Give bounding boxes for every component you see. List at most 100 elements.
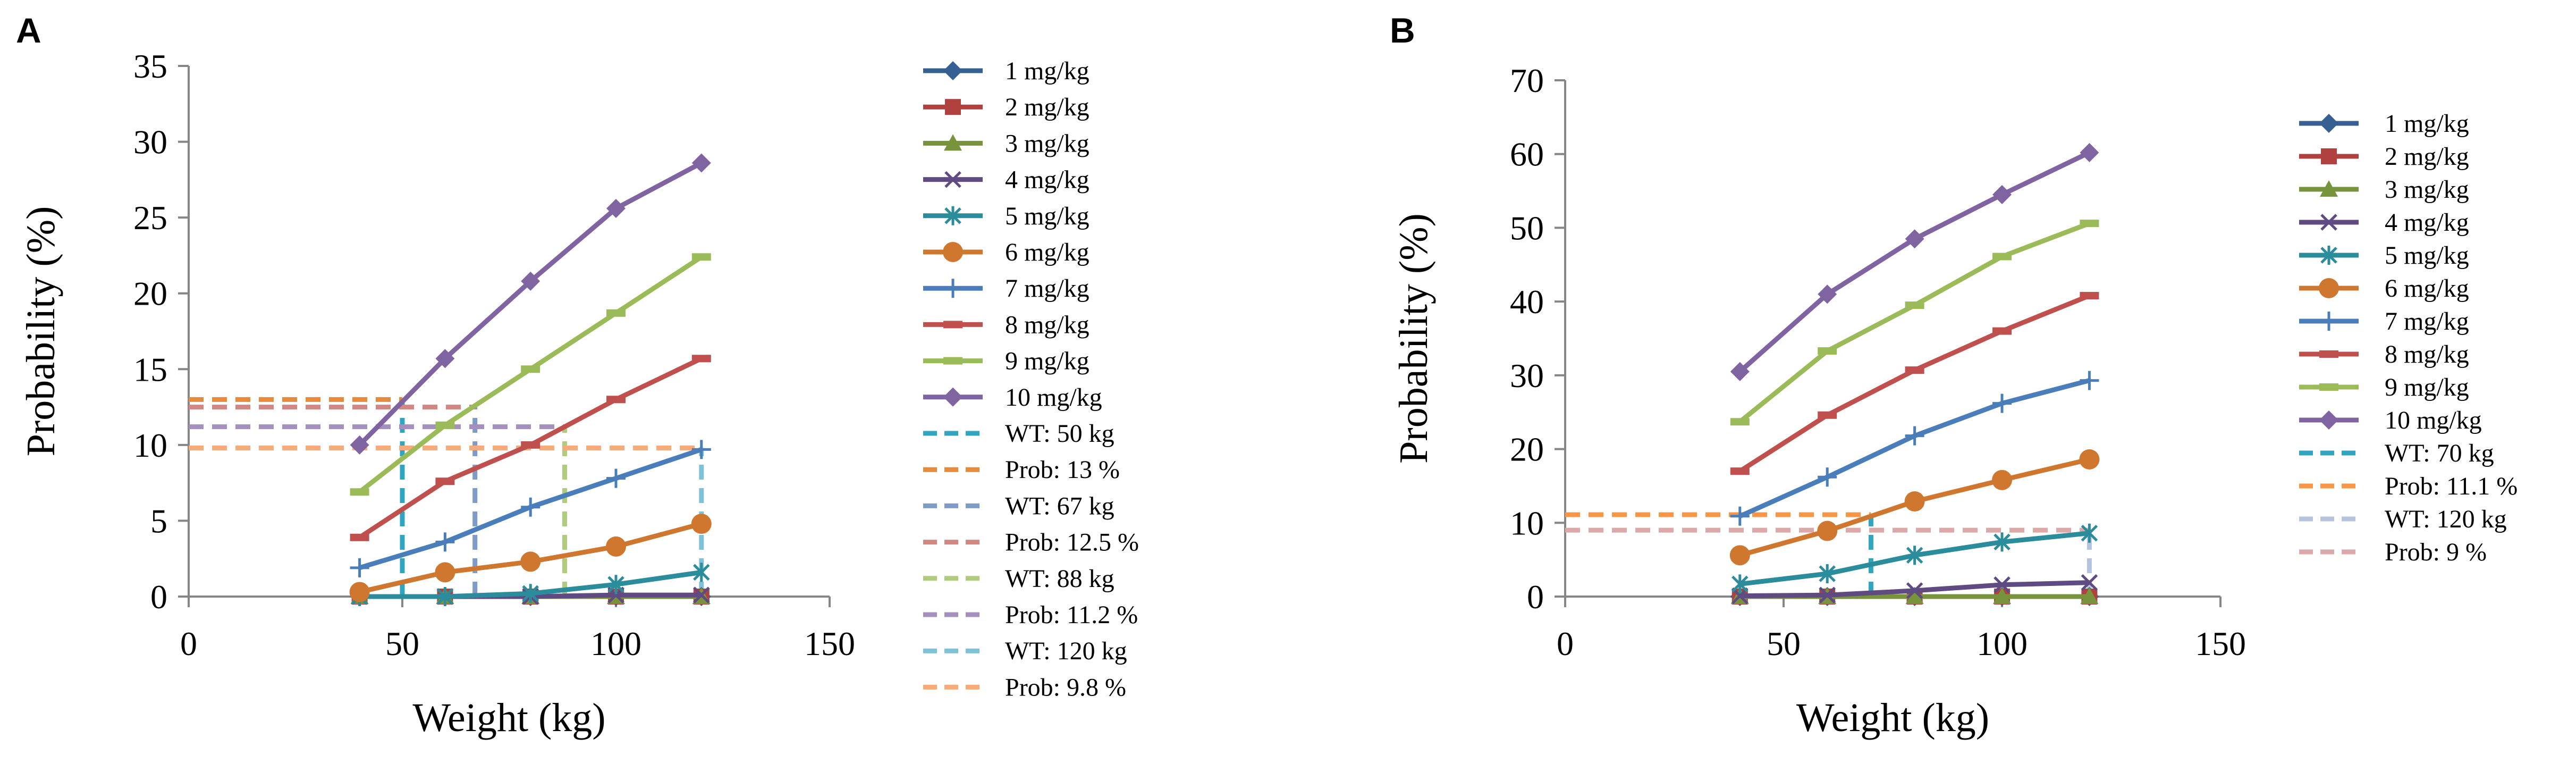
legend-item: 4 mg/kg <box>2299 208 2469 237</box>
data-point <box>607 575 624 594</box>
legend-item: 9 mg/kg <box>2299 373 2469 401</box>
legend-marker <box>2320 180 2338 197</box>
series-10-mg-kg <box>1730 142 2099 381</box>
data-point <box>349 582 370 602</box>
legend-marker <box>2320 214 2337 231</box>
data-point <box>1992 327 2012 335</box>
y-tick-label: 30 <box>1510 357 1544 395</box>
data-point <box>1818 347 1837 355</box>
data-point <box>1992 253 2012 261</box>
legend-item: WT: 120 kg <box>923 637 1127 665</box>
series-line <box>358 161 703 447</box>
series-line <box>358 255 703 494</box>
legend-marker <box>2319 410 2338 430</box>
legend-label: 7 mg/kg <box>2385 307 2469 336</box>
panel-b: B 0 10 20 30 40 50 60 70 0 50 100 150 Weight (kg) Pro… <box>1390 11 2518 740</box>
data-point <box>691 440 711 459</box>
legend-marker <box>2319 383 2338 391</box>
data-point <box>1819 586 1836 603</box>
series-5-mg-kg <box>1732 523 2098 594</box>
data-point <box>1818 411 1837 419</box>
data-point <box>1818 284 1837 304</box>
legend-item: 9 mg/kg <box>923 347 1089 375</box>
data-point <box>2081 523 2098 543</box>
data-point <box>1904 491 1925 512</box>
legend-label: Prob: 11.1 % <box>2385 472 2518 500</box>
legend-label: 3 mg/kg <box>2385 175 2469 204</box>
data-point <box>691 355 711 363</box>
legend-item: Prob: 9 % <box>2299 538 2487 566</box>
y-tick-label: 50 <box>1510 209 1544 247</box>
legend-item: 10 mg/kg <box>2299 406 2482 434</box>
legend-marker <box>2319 350 2338 358</box>
data-point <box>1992 469 2012 490</box>
y-tick-label: 35 <box>133 47 167 85</box>
legend-item: 7 mg/kg <box>923 274 1089 303</box>
legend-label: Prob: 9.8 % <box>1005 673 1126 701</box>
data-point <box>1994 532 2011 552</box>
data-point <box>1905 229 1924 249</box>
legend-marker <box>945 99 961 115</box>
legend-item: 5 mg/kg <box>923 202 1089 230</box>
legend-item: Prob: 13 % <box>923 456 1120 484</box>
legend-marker <box>2321 148 2337 164</box>
series-6-mg-kg <box>349 514 712 602</box>
legend-marker <box>944 134 962 151</box>
y-tick-label: 0 <box>150 578 167 616</box>
y-tick-label: 15 <box>133 350 167 388</box>
legend-marker <box>2320 246 2337 265</box>
series-8-mg-kg <box>1730 292 2099 475</box>
series-7-mg-kg <box>1730 371 2099 526</box>
legend-label: 5 mg/kg <box>1005 202 1089 230</box>
y-tick-label: 5 <box>150 502 167 540</box>
data-point <box>606 309 626 317</box>
legend-item: 3 mg/kg <box>923 129 1089 157</box>
data-point <box>435 421 455 429</box>
panel-label-a: A <box>16 11 41 50</box>
x-tick-label: 100 <box>1977 625 2028 662</box>
y-axis-title: Probability (%) <box>19 206 63 457</box>
data-point <box>2080 371 2099 390</box>
data-point <box>1992 185 2012 205</box>
legend-item: 2 mg/kg <box>2299 142 2469 171</box>
data-point <box>1730 467 1750 475</box>
legend-item: Prob: 11.2 % <box>923 601 1138 629</box>
legend-label: 4 mg/kg <box>2385 208 2469 237</box>
legend-label: WT: 70 kg <box>2385 439 2494 467</box>
legend-item: 8 mg/kg <box>923 311 1089 339</box>
legend-item: 6 mg/kg <box>2299 274 2469 303</box>
y-tick-label: 40 <box>1510 283 1544 321</box>
data-point <box>691 253 711 261</box>
legend-item: 10 mg/kg <box>923 383 1102 412</box>
legend-label: 2 mg/kg <box>2385 142 2469 171</box>
legend-item: 4 mg/kg <box>923 166 1089 194</box>
data-point <box>1905 366 1924 374</box>
legend-item: Prob: 12.5 % <box>923 529 1139 557</box>
legend-label: WT: 50 kg <box>1005 420 1114 448</box>
legend-label: 8 mg/kg <box>1005 311 1089 339</box>
legend-marker <box>943 61 962 80</box>
legend-label: 6 mg/kg <box>2385 274 2469 303</box>
series-7-mg-kg <box>350 440 711 577</box>
legend-item: WT: 70 kg <box>2299 439 2494 467</box>
panel-label-b: B <box>1390 11 1415 50</box>
legend-marker <box>943 242 963 262</box>
series-9-mg-kg <box>1730 220 2099 426</box>
legend-label: 7 mg/kg <box>1005 274 1089 303</box>
legend-item: 6 mg/kg <box>923 238 1089 266</box>
data-point <box>1730 418 1750 426</box>
series-10-mg-kg <box>350 153 711 455</box>
data-point <box>691 153 711 173</box>
legend-marker <box>943 387 962 407</box>
legend-label: 10 mg/kg <box>2385 406 2482 434</box>
y-tick-label: 30 <box>133 123 167 161</box>
data-point <box>2079 449 2100 469</box>
data-point <box>1730 362 1750 381</box>
series-line <box>1738 150 2091 374</box>
data-point <box>2080 142 2099 162</box>
data-point <box>436 587 454 606</box>
data-point <box>435 477 455 485</box>
data-point <box>1906 582 1923 599</box>
data-point <box>2080 220 2099 228</box>
